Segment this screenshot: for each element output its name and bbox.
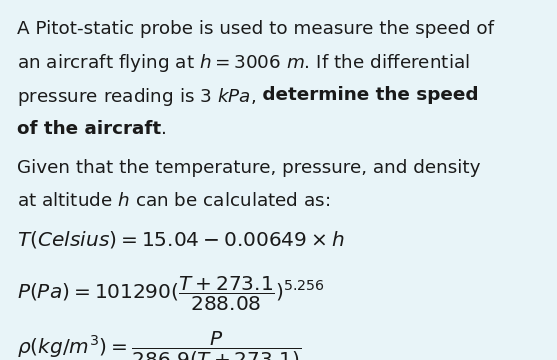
Text: .: .: [161, 120, 167, 138]
Text: at altitude $\mathit{h}$ can be calculated as:: at altitude $\mathit{h}$ can be calculat…: [17, 192, 330, 210]
Text: $\mathit{\rho}(\mathit{kg}/\mathit{m}^3) = \dfrac{\mathit{P}}{286.9(\mathit{T}+2: $\mathit{\rho}(\mathit{kg}/\mathit{m}^3)…: [17, 329, 301, 360]
Text: $\mathit{P(Pa)} = 101290(\dfrac{\mathit{T}+273.1}{288.08})^{5.256}$: $\mathit{P(Pa)} = 101290(\dfrac{\mathit{…: [17, 274, 324, 312]
Text: an aircraft flying at $\mathit{h} = 3006\ \mathit{m}$. If the differential: an aircraft flying at $\mathit{h} = 3006…: [17, 52, 470, 74]
Text: pressure reading is 3 $\mathit{kPa}$,: pressure reading is 3 $\mathit{kPa}$,: [17, 86, 256, 108]
Text: determine the speed: determine the speed: [256, 86, 478, 104]
Text: Given that the temperature, pressure, and density: Given that the temperature, pressure, an…: [17, 159, 480, 177]
Text: of the aircraft: of the aircraft: [17, 120, 161, 138]
Text: A Pitot-static probe is used to measure the speed of: A Pitot-static probe is used to measure …: [17, 20, 494, 38]
Text: $\mathit{T(Celsius)} = 15.04 - 0.00649 \times \mathit{h}$: $\mathit{T(Celsius)} = 15.04 - 0.00649 \…: [17, 229, 344, 249]
